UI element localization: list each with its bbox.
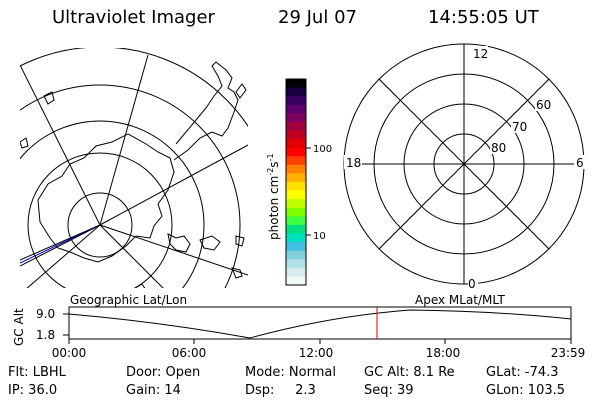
color-bar-tick-100: 100 <box>313 144 332 155</box>
coastline <box>235 83 247 99</box>
mlt-label-12: 12 <box>473 47 488 61</box>
color-bar-segment <box>286 139 306 149</box>
color-bar-segment <box>286 250 306 260</box>
color-bar-segment <box>286 242 306 252</box>
color-bar-segment <box>286 190 306 200</box>
time-label: 14:55:05 UT <box>428 7 539 28</box>
meridian-line <box>26 224 101 288</box>
lat-circle <box>20 84 241 288</box>
seq-status: Seq: 39 <box>364 383 414 398</box>
timeline-left-label: Geographic Lat/Lon <box>70 293 187 307</box>
gain-status: Gain: 14 <box>126 383 181 398</box>
x-tick-label: 06:00 <box>172 346 207 360</box>
lat-circle <box>67 192 133 258</box>
color-bar-segment <box>286 233 306 243</box>
color-bar-segment <box>286 259 306 269</box>
coastline <box>20 137 29 149</box>
label-bg <box>574 155 586 169</box>
mlt-line-diag <box>378 78 550 250</box>
color-bar-segment <box>286 130 306 140</box>
color-bar-segment <box>286 113 306 123</box>
color-bar-segment <box>286 147 306 157</box>
x-tick-label: 12:00 <box>299 346 334 360</box>
meridian-line <box>99 144 248 226</box>
color-bar-segment <box>286 104 306 114</box>
glon-status: GLon: 103.5 <box>486 383 566 398</box>
timeline-frame <box>68 306 572 340</box>
timeline-right-label: Apex MLat/MLT <box>415 293 505 307</box>
color-bar-segment <box>286 164 306 175</box>
coastline <box>167 233 191 253</box>
meridian-line <box>99 54 149 226</box>
magnetic-polar-plot <box>343 43 585 285</box>
meridian-line <box>99 224 164 288</box>
color-bar-segment <box>286 267 306 278</box>
dsp-status: Dsp: 2.3 <box>245 383 316 398</box>
mlt-label-18: 18 <box>346 156 361 170</box>
coastline <box>43 91 55 105</box>
mlt-label-0: 0 <box>468 277 476 291</box>
instrument-title: Ultraviolet Imager <box>52 7 215 28</box>
gc-alt-status: GC Alt: 8.1 Re <box>364 365 455 380</box>
color-bar-unit-label: photon cm-2s-1 <box>266 153 281 240</box>
color-bar-segment <box>286 173 306 183</box>
mode-status: Mode: Normal <box>245 365 336 380</box>
coastline <box>231 267 243 279</box>
y-axis-title: GC Alt <box>12 308 26 346</box>
coastline <box>235 235 245 247</box>
color-scale-bar <box>286 79 306 286</box>
color-bar-segment <box>286 199 306 209</box>
altitude-curve <box>68 309 572 339</box>
color-bar-segment <box>286 79 306 89</box>
color-bar-segment <box>286 207 306 217</box>
color-bar-segment <box>286 96 306 106</box>
x-tick-label: 00:00 <box>52 346 87 360</box>
color-bar-segment <box>286 87 306 97</box>
mlt-label-6: 6 <box>576 156 584 170</box>
color-bar-segment <box>286 216 306 226</box>
y-tick-bottom: 1.8 <box>36 328 55 342</box>
x-tick-label: 23:59 <box>551 346 586 360</box>
color-bar-segment <box>286 182 306 192</box>
label-bg <box>472 46 488 60</box>
ip-status: IP: 36.0 <box>8 383 58 398</box>
meridian-line <box>99 224 248 276</box>
label-bg <box>535 97 553 111</box>
color-bar-segment <box>286 156 306 166</box>
lat-circle <box>20 120 205 288</box>
lat-circle <box>27 152 173 288</box>
mlat-label-80: 80 <box>491 141 506 155</box>
y-tick-top: 9.0 <box>36 307 55 321</box>
mlat-label-70: 70 <box>512 120 527 134</box>
color-bar-frame <box>285 78 307 286</box>
door-status: Door: Open <box>126 365 201 380</box>
lat-circle <box>20 48 248 128</box>
label-bg <box>344 155 362 169</box>
meridian-line <box>20 64 101 226</box>
geographic-map <box>20 48 248 288</box>
color-bar-tick-10: 10 <box>313 231 326 242</box>
coastline <box>199 235 221 251</box>
color-bar-segment <box>286 121 306 132</box>
label-bg <box>468 276 478 290</box>
color-bar-segment <box>286 276 306 286</box>
mlat-label-60: 60 <box>536 98 551 112</box>
coastline <box>37 133 175 263</box>
date-label: 29 Jul 07 <box>278 7 357 28</box>
color-bar-segment <box>286 224 306 235</box>
label-bg <box>511 119 529 133</box>
glat-status: GLat: -74.3 <box>486 365 559 380</box>
filter-status: Flt: LBHL <box>8 365 66 380</box>
label-bg <box>490 140 508 154</box>
x-tick-label: 18:00 <box>426 346 461 360</box>
projection-line <box>20 224 101 267</box>
coastline <box>173 61 239 161</box>
coastline <box>134 283 146 288</box>
